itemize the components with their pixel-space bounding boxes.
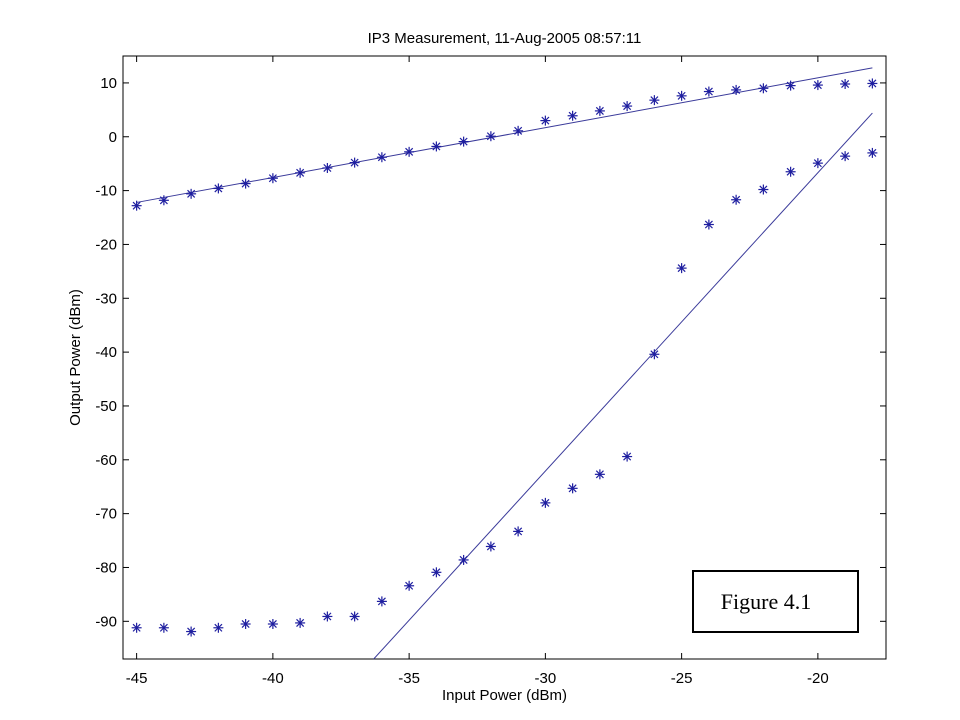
data-point-s1 (703, 86, 714, 97)
data-point-s1 (567, 110, 578, 121)
data-point-s1 (649, 95, 660, 106)
x-tick-label: -40 (262, 670, 284, 687)
y-tick-label: -60 (95, 452, 117, 469)
data-point-s2 (267, 619, 278, 630)
data-point-s1 (349, 157, 360, 168)
data-point-s2 (812, 158, 823, 169)
annotation-text: Figure 4.1 (721, 589, 811, 614)
data-point-s1 (485, 131, 496, 142)
y-tick-label: -90 (95, 613, 117, 630)
data-point-s2 (158, 622, 169, 633)
data-point-s2 (376, 596, 387, 607)
data-point-s2 (785, 166, 796, 177)
data-point-s1 (812, 80, 823, 91)
x-tick-label: -45 (126, 670, 148, 687)
data-point-s2 (567, 483, 578, 494)
fit-line-2 (373, 112, 873, 660)
data-point-s1 (676, 90, 687, 101)
y-tick-label: -70 (95, 506, 117, 523)
y-tick-label: 10 (100, 75, 117, 92)
data-point-s1 (322, 162, 333, 173)
data-point-s1 (594, 105, 605, 116)
data-point-s2 (703, 219, 714, 230)
y-tick-label: -80 (95, 559, 117, 576)
data-point-s2 (540, 497, 551, 508)
annotation-box (692, 570, 859, 633)
data-point-s2 (404, 580, 415, 591)
data-point-s2 (731, 194, 742, 205)
data-point-s1 (295, 167, 306, 178)
data-point-s1 (622, 101, 633, 112)
data-point-s2 (431, 567, 442, 578)
data-point-s2 (485, 541, 496, 552)
data-markers (131, 78, 878, 637)
data-point-s2 (622, 451, 633, 462)
data-point-s2 (513, 526, 524, 537)
plot-area (122, 55, 887, 660)
data-point-s2 (840, 151, 851, 162)
x-tick-label: -20 (807, 670, 829, 687)
figure-annotation: Figure 4.1 (692, 570, 859, 633)
data-point-s2 (213, 622, 224, 633)
data-point-s2 (131, 622, 142, 633)
data-point-s1 (131, 200, 142, 211)
y-tick-label: -10 (95, 183, 117, 200)
fit-lines (136, 67, 873, 660)
chart-title: IP3 Measurement, 11-Aug-2005 08:57:11 (368, 30, 642, 47)
x-tick-label: -35 (398, 670, 420, 687)
data-point-s2 (295, 617, 306, 628)
data-point-s2 (649, 349, 660, 360)
data-point-s1 (867, 78, 878, 89)
data-point-s1 (840, 78, 851, 89)
y-tick-label: -50 (95, 398, 117, 415)
data-point-s2 (240, 619, 251, 630)
x-axis-label: Input Power (dBm) (442, 687, 567, 704)
data-point-s2 (676, 263, 687, 274)
data-point-s1 (513, 125, 524, 136)
x-tick-label: -25 (671, 670, 693, 687)
data-point-s2 (867, 147, 878, 158)
data-point-s2 (349, 611, 360, 622)
data-point-s1 (458, 136, 469, 147)
data-point-s1 (186, 188, 197, 199)
data-point-s1 (267, 173, 278, 184)
y-axis-label: Output Power (dBm) (67, 289, 84, 426)
data-point-s2 (322, 611, 333, 622)
data-point-s1 (213, 183, 224, 194)
x-tick-label: -30 (535, 670, 557, 687)
fit-line-1 (136, 67, 873, 203)
data-point-s1 (785, 80, 796, 91)
data-point-s1 (240, 178, 251, 189)
y-tick-label: -40 (95, 344, 117, 361)
y-tick-label: 0 (109, 129, 117, 146)
data-point-s1 (431, 141, 442, 152)
data-point-s2 (758, 184, 769, 195)
data-point-s2 (186, 626, 197, 637)
data-point-s1 (158, 195, 169, 206)
data-point-s1 (758, 83, 769, 94)
y-tick-label: -20 (95, 236, 117, 253)
y-tick-label: -30 (95, 290, 117, 307)
data-point-s2 (458, 554, 469, 565)
data-point-s1 (376, 152, 387, 163)
tick-group: -45 -40 -35 -30 -25 -20 10 0 -10 -20 -30 -40 -50 -60 -… (95, 56, 886, 687)
data-point-s2 (594, 469, 605, 480)
data-point-s1 (404, 146, 415, 157)
data-point-s1 (731, 84, 742, 95)
data-point-s1 (540, 115, 551, 126)
